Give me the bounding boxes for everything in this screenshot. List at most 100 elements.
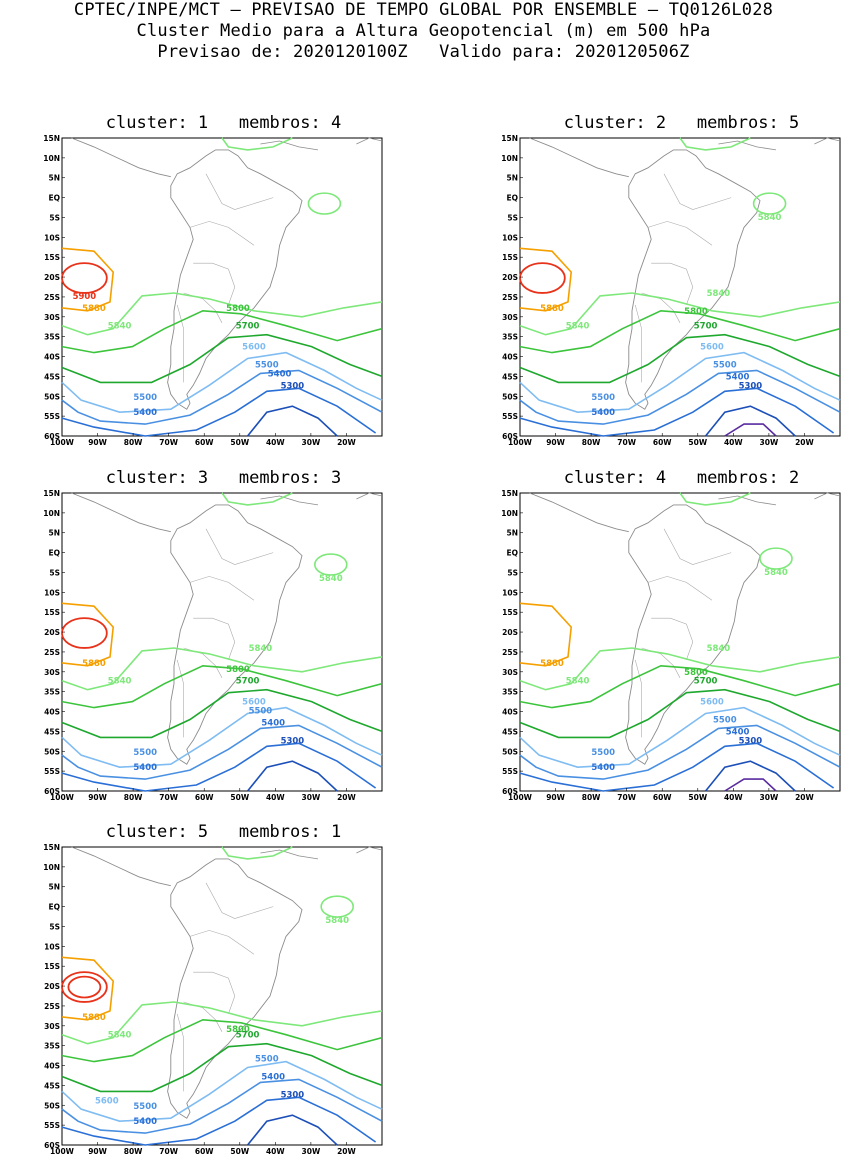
plot-frame: [61, 492, 383, 792]
contour-label-5880: 5880: [82, 659, 106, 669]
lat-label: 25S: [44, 1002, 60, 1011]
contour-5500: [519, 369, 841, 425]
africa-coast: [814, 492, 841, 500]
lat-label: 30S: [502, 313, 518, 322]
contour-5900: [61, 971, 108, 1003]
contour-5600: [519, 706, 841, 769]
contour-label-5400-secondary: 5400: [261, 1072, 285, 1082]
contour-label-5500: 5500: [133, 1102, 157, 1112]
panel-3-title: cluster: 3 membros: 3: [105, 468, 342, 488]
central-america-coast: [529, 492, 629, 533]
caribbean-islands: [718, 495, 777, 506]
contour-label-5840: 5840: [108, 677, 132, 687]
lat-label: 5S: [507, 213, 518, 222]
lat-label: 20S: [44, 982, 60, 991]
contour-5900: [61, 617, 108, 649]
contour-label-5400-secondary: 5400: [726, 372, 750, 382]
contour-5600: [61, 1060, 383, 1123]
lat-label: 60S: [44, 432, 60, 441]
lat-label: 55S: [502, 767, 518, 776]
lon-label: 100W: [50, 438, 75, 447]
country-border: [189, 221, 255, 246]
country-border: [189, 930, 255, 955]
lat-label: 20S: [502, 628, 518, 637]
lon-label: 80W: [582, 438, 601, 447]
lat-label: 40S: [44, 1062, 60, 1071]
lon-label: 80W: [124, 793, 143, 802]
lon-label: 60W: [195, 793, 214, 802]
contour-5300: [704, 405, 796, 437]
contour-5600: [61, 351, 383, 414]
contour-label-5400: 5400: [133, 408, 157, 418]
caribbean-islands: [718, 140, 777, 151]
lat-label: 15S: [502, 608, 518, 617]
lat-label: 10N: [43, 863, 60, 872]
contour-label-5400-secondary: 5400: [261, 718, 285, 728]
contour-5400: [519, 387, 835, 437]
country-border: [647, 221, 713, 246]
lat-label: EQ: [49, 903, 61, 912]
plot-frame: [519, 492, 841, 792]
lon-label: 30W: [760, 438, 779, 447]
contour-label-5840-secondary: 5840: [707, 644, 731, 654]
central-america-coast: [529, 137, 629, 178]
lat-label: 45S: [44, 727, 60, 736]
country-border: [651, 617, 694, 661]
africa-coast: [814, 137, 841, 145]
lon-label: 90W: [546, 438, 565, 447]
lon-label: 20W: [337, 793, 356, 802]
contour-label-5880: 5880: [82, 304, 106, 314]
contour-5300: [246, 405, 338, 437]
lon-label: 70W: [159, 1147, 178, 1156]
contour-label-5700: 5700: [236, 322, 260, 332]
lon-label: 80W: [124, 1147, 143, 1156]
contour-5840-equator: [759, 547, 793, 570]
lat-label: 5N: [49, 883, 61, 892]
contour-label-5400-secondary: 5400: [726, 727, 750, 737]
header-line-2: Cluster Medio para a Altura Geopotencial…: [136, 21, 711, 41]
lon-label: 20W: [795, 438, 814, 447]
lat-label: 10S: [502, 233, 518, 242]
lon-label: 30W: [302, 1147, 321, 1156]
contour-5840-north: [679, 137, 751, 151]
lat-label: 10S: [44, 588, 60, 597]
lon-label: 90W: [88, 438, 107, 447]
lon-label: 20W: [795, 793, 814, 802]
contour-label-5300: 5300: [281, 736, 305, 746]
contour-5840: [519, 647, 841, 691]
lon-label: 100W: [50, 1147, 75, 1156]
country-border: [193, 262, 236, 306]
lat-label: EQ: [507, 194, 519, 203]
lat-label: 15S: [44, 962, 60, 971]
contour-5500: [519, 724, 841, 780]
lon-label: 60W: [195, 1147, 214, 1156]
lat-label: 60S: [502, 787, 518, 796]
contour-5900: [519, 262, 566, 294]
contour-5400: [61, 387, 377, 437]
lat-label: 5S: [49, 213, 60, 222]
contour-label-5300: 5300: [281, 1090, 305, 1100]
lat-label: 10S: [502, 588, 518, 597]
lon-label: 50W: [230, 793, 249, 802]
contour-label-5500: 5500: [133, 393, 157, 403]
contour-label-5400: 5400: [133, 1117, 157, 1127]
contour-5500: [61, 369, 383, 425]
lat-label: 35S: [44, 688, 60, 697]
country-border: [205, 173, 274, 210]
contour-label-5840-equator: 5840: [319, 574, 343, 584]
lat-label: 50S: [44, 747, 60, 756]
contour-label-5800: 5800: [226, 1025, 250, 1035]
lat-label: 50S: [44, 1101, 60, 1110]
contour-5400: [61, 1096, 377, 1146]
central-america-coast: [71, 492, 171, 533]
contour-5800: [519, 309, 841, 354]
contour-label-5840: 5840: [566, 677, 590, 687]
contour-label-5400: 5400: [591, 408, 615, 418]
contour-label-5400-secondary: 5400: [268, 369, 292, 379]
contour-label-5700: 5700: [236, 677, 260, 687]
lon-label: 70W: [617, 793, 636, 802]
contour-5600: [519, 351, 841, 414]
contour-5840-north: [221, 492, 293, 506]
lat-label: 35S: [502, 333, 518, 342]
contour-5840: [519, 292, 841, 336]
